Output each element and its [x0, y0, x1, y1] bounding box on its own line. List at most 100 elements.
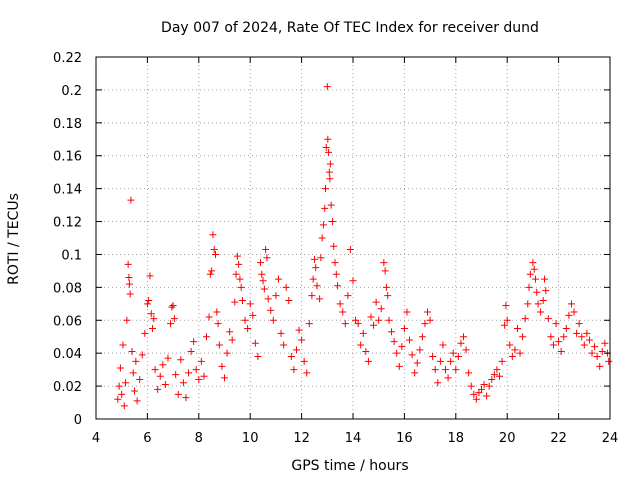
series-roti	[114, 83, 613, 410]
data-point	[326, 160, 334, 168]
data-point	[149, 325, 157, 332]
data-point	[318, 234, 326, 242]
x-tick-label: 8	[195, 431, 203, 446]
data-point	[362, 348, 370, 356]
x-tick-label: 22	[550, 431, 567, 446]
data-point	[254, 352, 262, 360]
data-point	[436, 357, 444, 365]
data-point	[325, 168, 333, 176]
x-tick-label: 16	[396, 431, 413, 446]
data-point	[542, 287, 550, 295]
y-tick-label: 0.12	[53, 216, 82, 231]
data-point	[334, 282, 342, 290]
data-point	[280, 341, 288, 349]
data-point	[290, 366, 298, 374]
data-point	[575, 320, 583, 328]
data-point	[208, 267, 216, 275]
data-point	[274, 275, 282, 283]
data-point	[508, 352, 516, 360]
data-point	[406, 336, 414, 344]
data-point	[141, 329, 149, 337]
y-tick-label: 0.02	[53, 380, 82, 395]
data-point	[377, 305, 385, 313]
data-point	[375, 316, 383, 324]
data-point	[287, 352, 295, 360]
data-point	[213, 308, 221, 316]
data-point	[506, 341, 514, 349]
points-layer	[114, 83, 613, 410]
x-tick-label: 18	[448, 431, 465, 446]
data-point	[588, 349, 596, 357]
data-point	[339, 308, 347, 316]
data-point	[120, 402, 128, 410]
data-point	[562, 325, 570, 332]
data-point	[388, 328, 396, 336]
data-point	[131, 387, 139, 395]
data-point	[228, 336, 236, 344]
data-point	[540, 275, 548, 283]
data-point	[549, 341, 557, 349]
data-point	[231, 298, 239, 306]
data-point	[168, 303, 176, 311]
data-point	[150, 315, 158, 323]
data-point	[403, 308, 411, 316]
data-point	[156, 372, 164, 380]
data-point	[167, 320, 175, 328]
data-point	[316, 295, 324, 303]
data-point	[200, 372, 208, 380]
data-point	[398, 343, 406, 351]
data-point	[555, 338, 563, 346]
data-point	[170, 315, 178, 323]
data-point	[147, 310, 155, 318]
y-tick-label: 0.14	[53, 183, 82, 198]
data-point	[179, 379, 187, 387]
data-point	[174, 390, 182, 398]
data-point	[218, 362, 226, 370]
data-point	[262, 246, 270, 254]
data-point	[413, 359, 421, 367]
chart-title: Day 007 of 2024, Rate Of TEC Index for r…	[161, 20, 539, 36]
data-point	[539, 297, 547, 305]
data-point	[154, 385, 162, 393]
data-point	[214, 320, 222, 328]
data-point	[567, 300, 575, 308]
x-tick-label: 6	[143, 431, 151, 446]
data-point	[591, 343, 599, 351]
data-point	[123, 316, 131, 324]
x-tick-label: 24	[602, 431, 619, 446]
data-point	[447, 357, 455, 365]
data-point	[424, 308, 432, 316]
data-point	[519, 333, 527, 341]
data-point	[601, 339, 609, 347]
data-point	[267, 306, 275, 314]
data-point	[210, 246, 218, 254]
data-point	[470, 390, 478, 398]
data-point	[331, 259, 339, 267]
data-point	[488, 376, 496, 384]
data-point	[359, 329, 367, 337]
x-tick-label: 12	[293, 431, 310, 446]
y-tick-label: 0.22	[53, 51, 82, 66]
data-point	[501, 321, 509, 329]
data-point	[124, 260, 132, 268]
data-point	[151, 366, 159, 374]
data-point	[223, 349, 231, 357]
data-point	[457, 339, 465, 347]
data-point	[322, 185, 330, 193]
data-point	[395, 362, 403, 370]
data-point	[354, 320, 362, 328]
data-point	[521, 315, 529, 323]
data-point	[251, 339, 259, 347]
data-point	[598, 348, 606, 356]
data-point	[560, 333, 568, 341]
data-point	[159, 361, 167, 369]
data-point	[145, 297, 153, 305]
data-point	[530, 265, 538, 273]
data-point	[341, 320, 349, 328]
data-point	[305, 320, 313, 328]
data-point	[116, 364, 124, 372]
data-point	[133, 397, 141, 405]
data-point	[138, 351, 146, 359]
data-point	[258, 270, 266, 278]
